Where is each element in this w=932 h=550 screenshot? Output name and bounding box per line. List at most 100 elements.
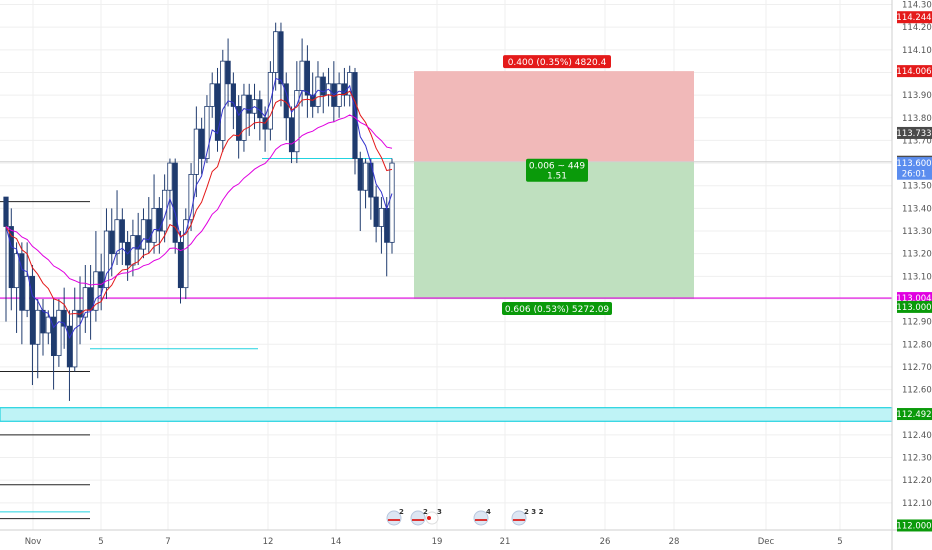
candle-body [56,309,62,356]
stop-label-text: 0.400 (0.35%) 4820.4 [508,58,607,68]
y-tick-label: 114.300 [902,1,932,11]
candle-body [66,325,73,368]
candle-body [61,309,67,327]
x-tick-label: 14 [331,537,342,547]
us-flag-icon [473,510,489,526]
price-badge-text: 112.492 [896,410,931,420]
candle-body [130,235,136,266]
price-badge-text: 112.000 [896,521,931,531]
horizontal-lines[interactable] [0,158,893,520]
candle-body [29,275,36,345]
candle-body [304,60,310,96]
event-count: 2 [399,508,404,516]
stop-label [503,55,611,69]
candle-body [384,207,390,243]
y-tick-label: 112.600 [902,386,932,396]
candle-body [204,106,210,159]
candles-layer [3,22,395,401]
event-count: 4 [486,508,491,516]
x-tick-label: 19 [432,537,443,547]
price-badge-text: 114.244 [896,13,931,23]
candle-body [199,128,205,159]
y-tick-label: 113.800 [902,114,932,124]
cyan-zone [0,407,893,422]
us-flag-icon [410,510,426,526]
price-badge-text: 114.006 [896,67,931,77]
candle-body [19,253,25,311]
price-axis[interactable]: 114.300114.200114.100114.000113.900113.8… [891,0,932,550]
time-axis[interactable]: Nov 5 7 12 14 19 21 26 28 Dec 5 [0,529,932,547]
price-badge [897,65,932,78]
price-badge [897,408,932,421]
price-badge [897,11,932,24]
us-flag-icon [511,510,527,526]
candle-body [8,226,14,289]
candle-body [82,287,88,318]
economic-events[interactable]: 2 2 3 4 2 3 2 [386,508,544,526]
candle-body [151,207,157,243]
y-tick-label: 112.200 [902,476,932,486]
candle-body [3,196,9,227]
candle-body [241,94,247,141]
price-badge [897,519,932,532]
y-tick-label: 112.300 [902,454,932,464]
candle-body [230,83,236,107]
candle-body [236,106,242,141]
x-tick-label: 26 [600,537,611,547]
candle-body [214,83,221,141]
x-tick-label: Nov [25,537,42,547]
candle-body [193,128,199,175]
y-tick-label: 113.200 [902,250,932,260]
x-tick-label: 5 [98,537,103,547]
candle-body [273,31,279,73]
candle-body [347,72,353,96]
risk-reward-label [526,158,588,182]
candle-body [315,76,321,107]
price-badge-text: 113.600 [896,159,931,169]
price-badge-text: 26:01 [902,170,927,180]
event-count: 2 [423,508,428,516]
ema-line [5,114,393,286]
y-tick-label: 112.900 [902,318,932,328]
price-badge-text: 113.000 [896,303,931,313]
y-tick-label: 114.100 [902,46,932,56]
moving-averages [5,77,393,339]
price-badge [897,157,932,170]
event-marker [425,511,439,525]
candle-body [225,60,231,85]
x-tick-label: 21 [500,537,511,547]
candle-body [209,83,215,107]
y-tick-label: 113.100 [902,272,932,282]
candle-body [183,219,189,289]
price-badge-text: 113.004 [896,294,931,304]
y-tick-label: 113.900 [902,91,932,101]
us-flag-icon [386,510,402,526]
candle-body [109,230,115,255]
y-tick-label: 113.400 [902,204,932,214]
y-tick-label: 112.400 [902,431,932,441]
y-tick-label: 113.700 [902,136,932,146]
y-tick-label: 112.700 [902,363,932,373]
ema-line [5,77,393,339]
candle-body [246,94,252,114]
candle-body [93,271,99,311]
x-tick-label: 7 [165,537,170,547]
event-dot [427,516,431,520]
candle-body [220,60,226,141]
candle-body [357,158,363,191]
position-tool-zones[interactable] [0,71,892,299]
candle-body [40,309,46,334]
price-badge-text: 113.733 [896,129,931,139]
candle-body [188,174,194,221]
y-tick-label: 113.300 [902,227,932,237]
candle-body [156,207,162,232]
candle-body [140,219,147,250]
y-tick-label: 113.500 [902,182,932,192]
price-badges: 114.244114.006113.733113.606113.60026:01… [896,11,932,532]
risk-reward-label-text: 1.51 [547,172,567,182]
candle-body [146,219,152,243]
stop-loss-zone [414,71,694,162]
ema-line [5,90,393,315]
